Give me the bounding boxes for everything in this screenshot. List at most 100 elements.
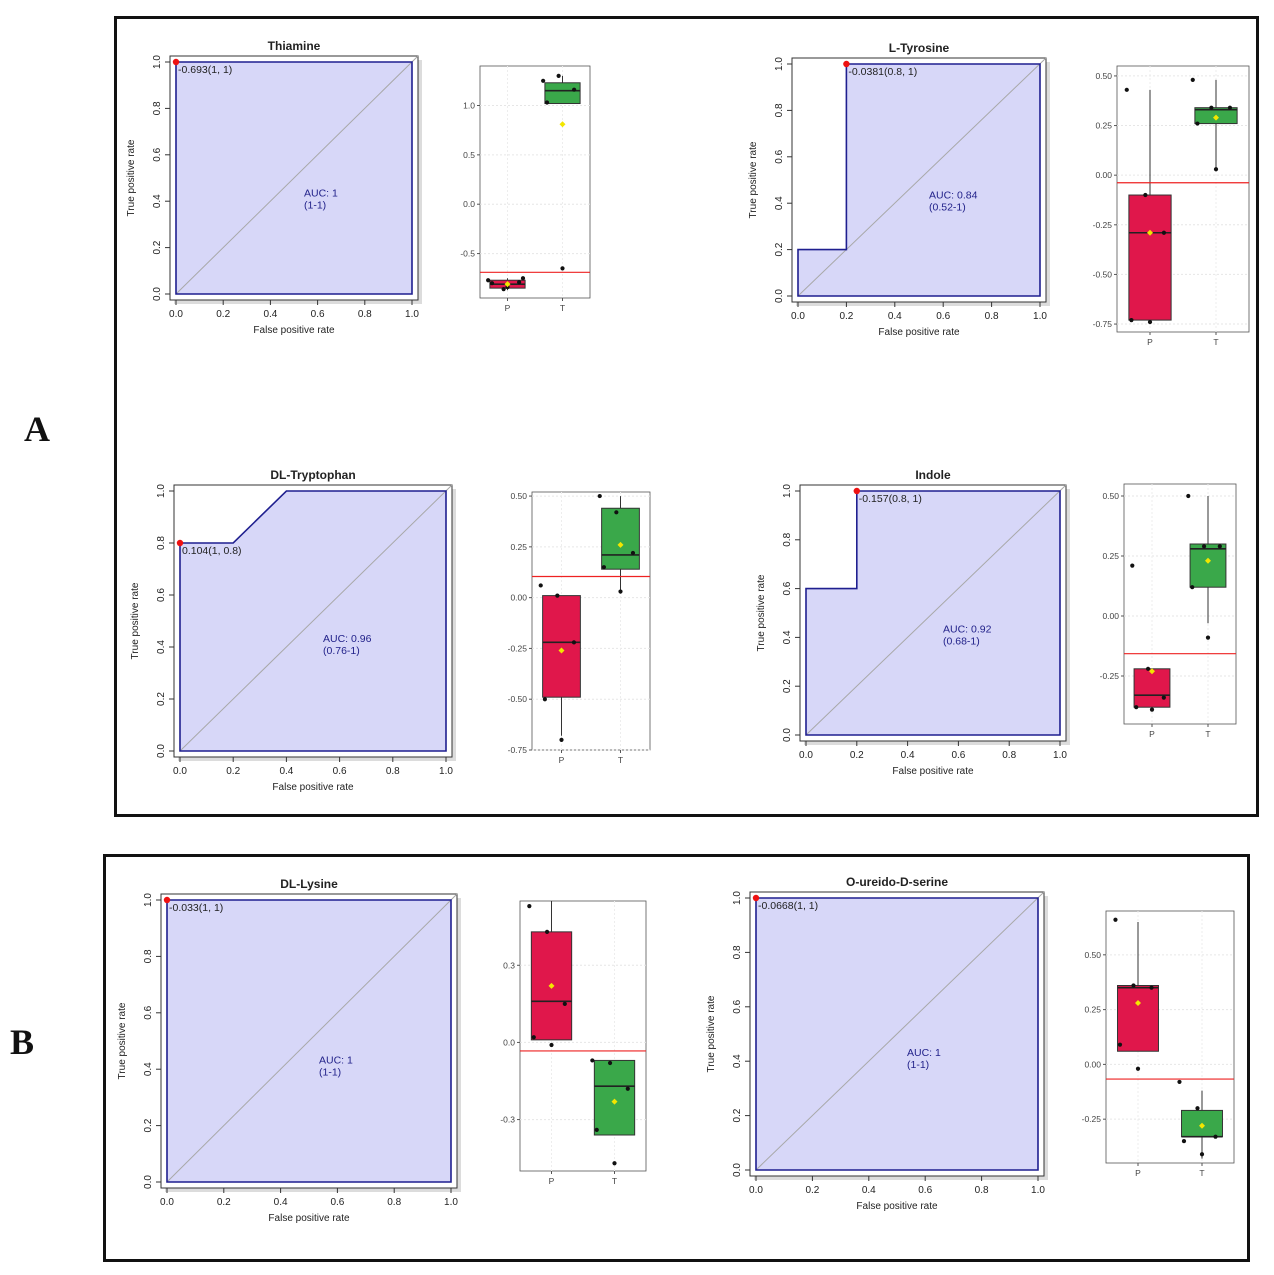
y-tick-label: 0.2 [782, 679, 793, 693]
optimal-cutoff-point [176, 539, 184, 547]
diagonal-reference-line [166, 893, 458, 1183]
data-point [517, 280, 522, 285]
mean-marker [1213, 114, 1219, 121]
data-point [625, 1086, 630, 1091]
cutoff-point-label: 0.104(1, 0.8) [182, 545, 242, 557]
y-tick-label: 1.0 [463, 100, 475, 110]
x-tick-label: P [1149, 729, 1155, 739]
mean-marker [559, 121, 566, 128]
box-group-p [542, 595, 581, 698]
data-point [1195, 121, 1200, 126]
x-tick-label: 0.2 [839, 311, 853, 322]
y-tick-label: 0.00 [1102, 611, 1119, 621]
x-axis-label: False positive rate [856, 1201, 938, 1212]
y-tick-label: 0.4 [732, 1054, 743, 1068]
x-axis-label: False positive rate [878, 327, 960, 338]
mean-marker [1205, 557, 1211, 564]
lysine-roc-chart: DL-Lysine 0.0 0.0 0.2 0.2 0.4 0.4 0.6 0.6 0.8 0.8 1… [117, 877, 461, 1224]
data-point [1181, 1138, 1187, 1144]
y-tick-label: 0.6 [782, 581, 793, 595]
x-tick-label: 0.8 [386, 766, 400, 777]
data-point [486, 278, 491, 283]
auc-ci-label: (1-1) [907, 1059, 929, 1071]
optimal-cutoff-point [752, 894, 760, 902]
y-tick-label: 0.8 [152, 101, 163, 115]
x-tick-label: T [560, 303, 565, 313]
y-tick-label: 0.8 [732, 945, 743, 959]
auc-value-label: AUC: 1 [304, 188, 338, 200]
indole-box-chart: -0.25 0.00 0.25 0.50 P T [1100, 483, 1237, 739]
diagonal-reference-line [175, 55, 419, 295]
x-tick-label: P [549, 1176, 555, 1186]
auc-ci-label: (1-1) [319, 1067, 341, 1079]
data-point [1113, 917, 1118, 922]
diagonal-reference-line [797, 57, 1047, 297]
box-plot-area [479, 65, 591, 299]
data-point [1161, 230, 1167, 235]
x-tick-label: 0.0 [160, 1197, 174, 1208]
box-group-p [1133, 668, 1171, 708]
y-tick-label: 0.0 [503, 1037, 515, 1047]
y-tick-label: 0.8 [774, 103, 785, 117]
y-tick-label: 0.4 [143, 1062, 154, 1076]
y-tick-label: 0.4 [156, 640, 167, 654]
box-group-p [1117, 985, 1159, 1052]
data-point [549, 1042, 554, 1048]
y-tick-label: 0.6 [143, 1005, 154, 1019]
y-tick-label: 0.6 [774, 149, 785, 163]
y-tick-label: 0.0 [782, 728, 793, 742]
data-point [1177, 1079, 1182, 1085]
x-tick-label: 0.4 [888, 311, 902, 322]
y-tick-label: 0.25 [1084, 1005, 1101, 1015]
mean-marker [1135, 1000, 1141, 1007]
auc-ci-label: (0.76-1) [323, 645, 360, 657]
y-tick-label: 1.0 [732, 891, 743, 905]
data-point [1195, 1106, 1200, 1111]
auc-value-label: AUC: 0.84 [929, 190, 978, 202]
chart-title: Indole [915, 468, 951, 482]
x-tick-label: 1.0 [1033, 311, 1047, 322]
x-tick-label: 0.0 [169, 309, 183, 320]
x-tick-label: 0.0 [749, 1185, 763, 1196]
panel-a-frame [114, 16, 1259, 817]
y-tick-label: 0.0 [156, 744, 167, 758]
data-point [630, 550, 636, 556]
y-tick-label: 0.50 [1095, 71, 1112, 81]
y-axis-label: True positive rate [748, 141, 759, 218]
optimal-cutoff-point [163, 896, 171, 904]
x-tick-label: 0.6 [311, 309, 325, 320]
y-tick-label: 0.6 [156, 588, 167, 602]
x-tick-label: P [1135, 1168, 1141, 1178]
tryptophan-roc-chart: DL-Tryptophan 0.0 0.0 0.2 0.2 0.4 0.4 0.6 0.6 0.8… [130, 468, 456, 793]
y-tick-label: 0.6 [732, 999, 743, 1013]
data-point [556, 73, 561, 78]
auc-ci-label: (1-1) [304, 200, 326, 212]
y-tick-label: -0.3 [500, 1115, 515, 1125]
y-tick-label: 0.4 [152, 194, 163, 208]
y-tick-label: 0.6 [152, 147, 163, 161]
x-tick-label: 1.0 [1031, 1185, 1045, 1196]
tyrosine-box-chart: -0.75 -0.50 -0.25 0.00 0.25 0.50 P T [1093, 65, 1250, 347]
x-tick-label: 0.4 [263, 309, 277, 320]
data-point [1217, 544, 1222, 549]
tryptophan-box-chart: -0.75 -0.50 -0.25 0.00 0.25 0.50 P T [508, 491, 651, 765]
diagonal-reference-line [179, 484, 453, 752]
x-tick-label: 1.0 [444, 1197, 458, 1208]
x-tick-label: 0.6 [333, 766, 347, 777]
auc-ci-label: (0.68-1) [943, 636, 980, 648]
mean-marker [504, 281, 511, 288]
x-tick-label: 0.8 [975, 1185, 989, 1196]
x-tick-label: 0.6 [918, 1185, 932, 1196]
data-point [555, 593, 560, 598]
data-point [1190, 585, 1195, 590]
y-tick-label: 0.50 [510, 491, 527, 501]
data-point [1209, 105, 1214, 110]
cutoff-point-label: -0.0381(0.8, 1) [848, 66, 917, 78]
x-tick-label: 1.0 [439, 766, 453, 777]
y-tick-label: 0.25 [1102, 551, 1119, 561]
y-axis-label: True positive rate [126, 139, 137, 216]
x-tick-label: 0.2 [226, 766, 240, 777]
y-tick-label: 1.0 [143, 893, 154, 907]
mean-marker [548, 982, 555, 989]
data-point [597, 493, 602, 499]
